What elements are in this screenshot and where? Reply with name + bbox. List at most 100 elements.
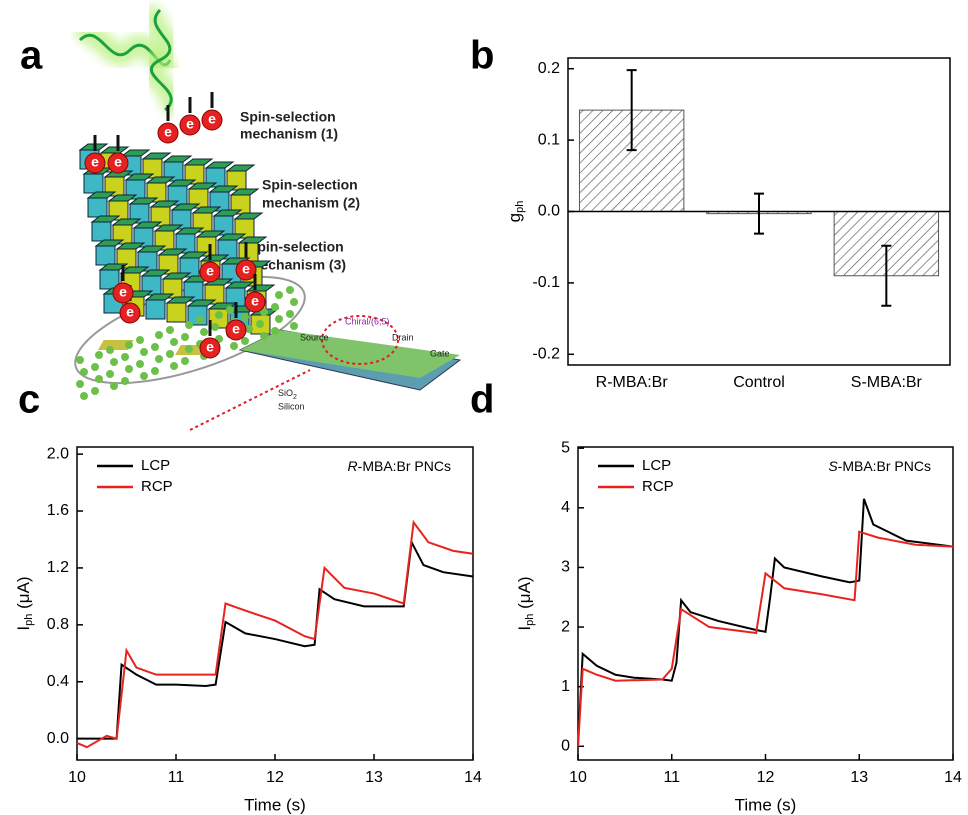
- y-tick-label: 0.4: [47, 673, 69, 690]
- atom: [290, 322, 298, 330]
- y-tick-label: 3: [561, 559, 570, 576]
- electron-label: e: [242, 261, 250, 277]
- y-tick-label: 1.6: [47, 502, 69, 519]
- cube-face: [171, 209, 192, 230]
- electron-label: e: [186, 116, 194, 132]
- cube-face: [150, 206, 171, 227]
- annotation-italic: S: [828, 458, 838, 474]
- y-tick-label: 0.8: [47, 616, 69, 633]
- y-tick-label: 5: [561, 439, 570, 456]
- atom: [275, 291, 283, 299]
- device-label: Source: [300, 332, 329, 342]
- atom: [271, 327, 279, 335]
- electron: [107, 152, 129, 174]
- x-axis-label: Time (s): [735, 795, 797, 814]
- atom: [286, 310, 294, 318]
- atom: [155, 331, 163, 339]
- electron: [201, 109, 223, 131]
- cube-face: [175, 233, 196, 254]
- legend-label: LCP: [141, 457, 170, 474]
- atom: [76, 356, 84, 364]
- y-axis-label-sub: ph: [23, 614, 35, 626]
- y-axis-label: gph: [505, 201, 525, 223]
- mechanism-label: Spin-selection: [248, 239, 344, 255]
- cube-face: [112, 224, 133, 245]
- mechanism-label: Spin-selection: [240, 109, 336, 125]
- cube-face: [104, 176, 125, 197]
- x-tick-label: 13: [850, 769, 868, 786]
- cube-face: [154, 230, 175, 251]
- y-axis-label-sub: ph: [524, 614, 536, 626]
- cube-face: [133, 227, 154, 248]
- schematic: Spin-selection mechanism (1) Spin-select…: [72, 2, 462, 431]
- mechanism-label: mechanism (1): [240, 126, 338, 142]
- data-line: [577, 530, 954, 747]
- error-bar: [754, 192, 764, 235]
- electron-label: e: [208, 111, 216, 127]
- data-line: [76, 519, 474, 749]
- x-tick-label: 13: [365, 769, 383, 786]
- annotation: R-MBA:Br PNCs: [348, 458, 451, 474]
- x-tick-label: S-MBA:Br: [851, 374, 923, 391]
- x-axis-label: Time (s): [244, 795, 306, 814]
- atom: [166, 350, 174, 358]
- atom: [91, 387, 99, 395]
- mechanism-label: mechanism (3): [248, 257, 346, 273]
- electron-label: e: [164, 124, 172, 140]
- cube-face: [162, 278, 183, 299]
- atom: [215, 311, 223, 319]
- x-tick-label: 14: [464, 769, 482, 786]
- cube-top: [141, 152, 172, 160]
- x-tick-label: 14: [944, 769, 962, 786]
- y-tick-label: 0.2: [538, 60, 560, 77]
- electron: [199, 337, 221, 359]
- atom: [140, 372, 148, 380]
- atom: [136, 360, 144, 368]
- atom: [185, 345, 193, 353]
- atom: [125, 341, 133, 349]
- cube-face: [209, 191, 230, 212]
- cube-face: [163, 161, 184, 182]
- electron: [119, 302, 141, 324]
- cube-face: [91, 221, 112, 242]
- y-axis-label-main: g: [505, 213, 524, 222]
- x-tick-label: Control: [733, 374, 785, 391]
- electron: [225, 319, 247, 341]
- cube-face: [95, 245, 116, 266]
- atom: [245, 325, 253, 333]
- y-tick-label: 1.2: [47, 559, 69, 576]
- annotation: S-MBA:Br PNCs: [828, 458, 931, 474]
- cube-top: [162, 155, 193, 163]
- atom: [106, 370, 114, 378]
- atom: [170, 338, 178, 346]
- x-tick-label: 11: [168, 769, 185, 786]
- cube-face: [99, 269, 120, 290]
- atom: [200, 328, 208, 336]
- atom: [181, 333, 189, 341]
- device-label: Chiral/(6,5): [345, 316, 390, 326]
- electron-label: e: [251, 293, 259, 309]
- cube-face: [129, 203, 150, 224]
- cube-top: [99, 146, 130, 154]
- atom: [290, 298, 298, 306]
- y-tick-label: 0.1: [538, 131, 560, 148]
- atom: [76, 380, 84, 388]
- atom: [106, 346, 114, 354]
- y-tick-label: 2.0: [47, 445, 69, 462]
- atom: [271, 303, 279, 311]
- cube-face: [158, 254, 179, 275]
- atom: [181, 357, 189, 365]
- cube-top: [225, 164, 256, 172]
- electron: [244, 291, 266, 313]
- atom: [121, 377, 129, 385]
- electron-label: e: [232, 321, 240, 337]
- y-axis-label-unit: (μA): [14, 576, 33, 613]
- cube-face: [125, 179, 146, 200]
- atom: [91, 363, 99, 371]
- y-axis-label-main: I: [515, 626, 534, 631]
- cube-face: [213, 215, 234, 236]
- electron-label: e: [114, 154, 122, 170]
- electron-label: e: [126, 304, 134, 320]
- cube-face: [184, 164, 205, 185]
- atom: [241, 313, 249, 321]
